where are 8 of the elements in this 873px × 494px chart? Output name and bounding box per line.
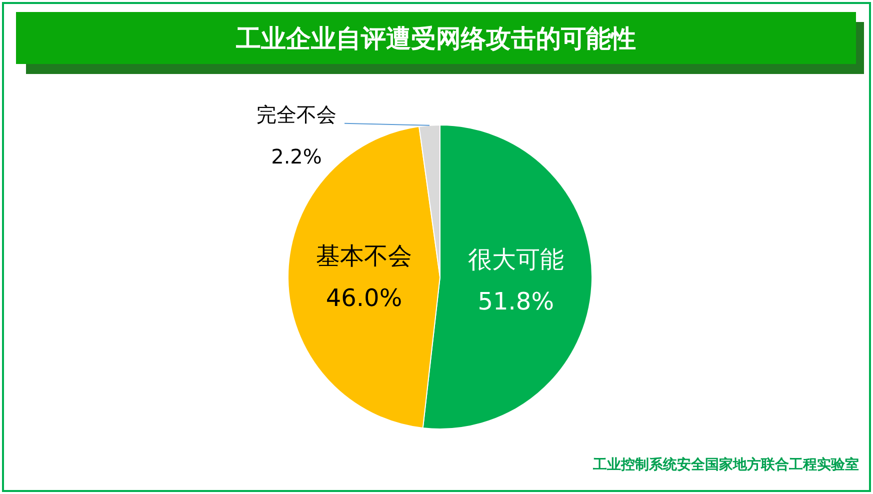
data-label: 46.0% xyxy=(326,284,402,312)
slice-label: 完全不会 xyxy=(256,102,337,126)
chart-title: 工业企业自评遭受网络攻击的可能性 xyxy=(236,22,636,54)
slice-label: 很大可能 xyxy=(468,245,564,274)
slice-label: 基本不会 xyxy=(316,242,412,270)
data-label: 51.8% xyxy=(478,287,554,316)
data-label: 2.2% xyxy=(271,144,322,168)
text: 工业控制系统安全国家地方联合工程实验室 xyxy=(593,456,859,474)
